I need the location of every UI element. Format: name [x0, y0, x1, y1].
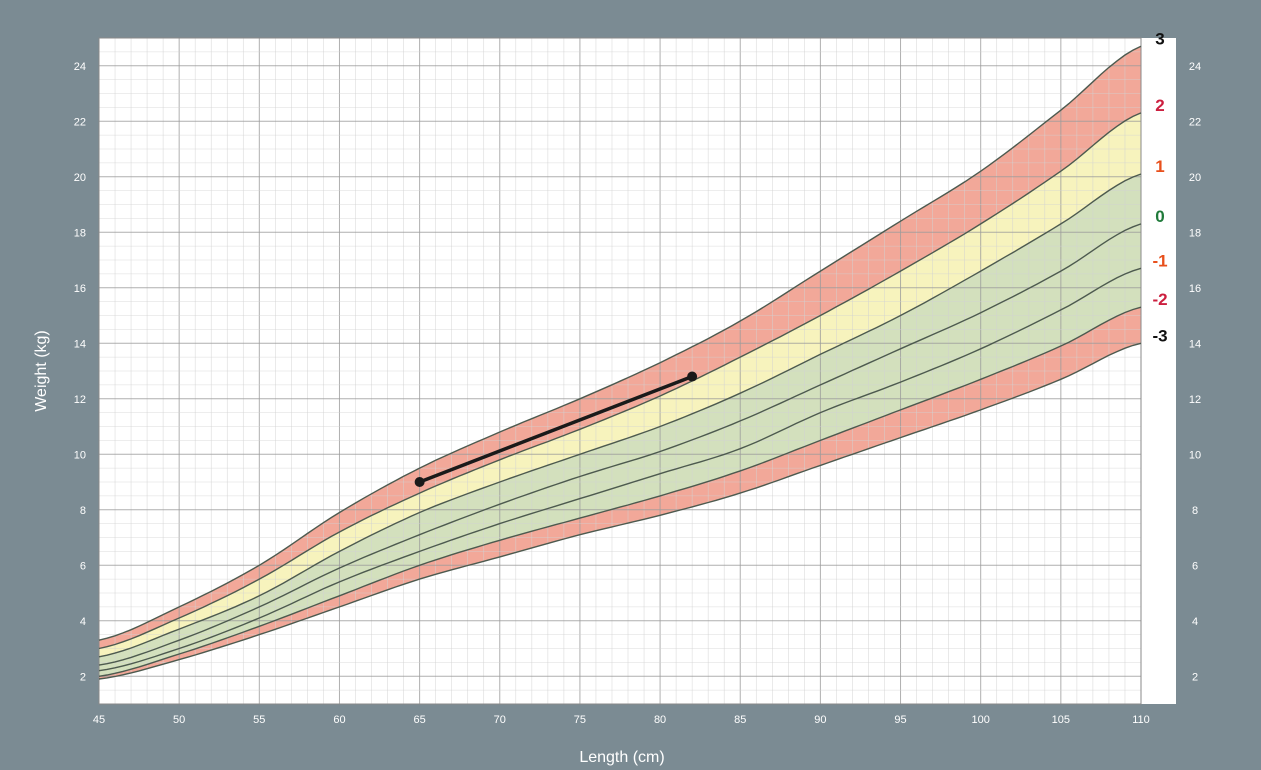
z-curve-0: [98, 223, 1142, 666]
y-tick-label: 24: [74, 61, 86, 73]
y-tick-label: 22: [1189, 116, 1201, 128]
z-curve--3: [98, 342, 1142, 680]
y-tick-label: 18: [1189, 227, 1201, 239]
y-axis-label: Weight (kg): [33, 330, 50, 412]
label-column: [1141, 38, 1176, 704]
y-tick-label: 22: [74, 116, 86, 128]
y-tick-label: 6: [1192, 560, 1198, 572]
y-tick-label: 16: [1189, 283, 1201, 295]
y-tick-label: 4: [1192, 616, 1198, 628]
x-tick-label: 75: [574, 714, 586, 726]
y-tick-label: 14: [74, 338, 86, 350]
z-curve--2: [98, 306, 1142, 677]
z-score-curves: [98, 45, 1142, 680]
x-axis-label: Length (cm): [579, 749, 664, 766]
x-tick-label: 65: [413, 714, 425, 726]
y-tick-label: 20: [74, 172, 86, 184]
y-tick-label: 8: [80, 505, 86, 517]
x-tick-label: 85: [734, 714, 746, 726]
y-tick-label: 14: [1189, 338, 1201, 350]
x-tick-label: 95: [894, 714, 906, 726]
x-tick-label: 70: [494, 714, 506, 726]
y-tick-label: 12: [1189, 394, 1201, 406]
zone-fill: [99, 174, 1141, 677]
y-tick-label: 2: [80, 671, 86, 683]
z-label-0: 0: [1155, 207, 1164, 226]
z-label--1: -1: [1152, 251, 1167, 270]
z-label--3: -3: [1152, 326, 1167, 345]
y-tick-label: 12: [74, 394, 86, 406]
z-label-3: 3: [1155, 29, 1164, 48]
x-tick-label: 55: [253, 714, 265, 726]
y-tick-label: 18: [74, 227, 86, 239]
x-tick-label: 50: [173, 714, 185, 726]
x-tick-label: 100: [972, 714, 990, 726]
y-tick-label: 20: [1189, 172, 1201, 184]
x-tick-label: 105: [1052, 714, 1070, 726]
measurement-line: [417, 374, 694, 484]
z-curve-3: [98, 45, 1142, 641]
measurement-point: [687, 371, 698, 382]
y-tick-label: 2: [1192, 671, 1198, 683]
z-score-labels: 3 2 1 0 -1 -2 -3: [1152, 29, 1167, 345]
y-tick-label: 10: [74, 449, 86, 461]
y-tick-label: 8: [1192, 505, 1198, 517]
x-tick-label: 45: [93, 714, 105, 726]
z-curve-2: [98, 112, 1142, 650]
y-tick-label: 16: [74, 283, 86, 295]
x-tick-label: 90: [814, 714, 826, 726]
x-tick-label: 60: [333, 714, 345, 726]
z-label-2: 2: [1155, 96, 1164, 115]
measurement-series: [414, 371, 698, 487]
measurement-point: [414, 477, 425, 487]
y-tick-label: 6: [80, 560, 86, 572]
grid-lines: [98, 37, 1142, 705]
z-label--2: -2: [1152, 290, 1167, 309]
z-label-1: 1: [1155, 157, 1164, 176]
y-tick-label: 24: [1189, 61, 1201, 73]
x-tick-label: 80: [654, 714, 666, 726]
plot-frame: [98, 37, 1142, 705]
z-curve--1: [98, 267, 1142, 672]
zone-fills: [99, 46, 1141, 679]
y-tick-label: 10: [1189, 449, 1201, 461]
z-curve-1: [98, 173, 1142, 658]
y-tick-label: 4: [80, 616, 86, 628]
x-tick-labels: 45 50 55 60 65 70 75 80 85 90 95 100 105 110: [93, 714, 1150, 726]
x-tick-label: 110: [1132, 714, 1150, 726]
